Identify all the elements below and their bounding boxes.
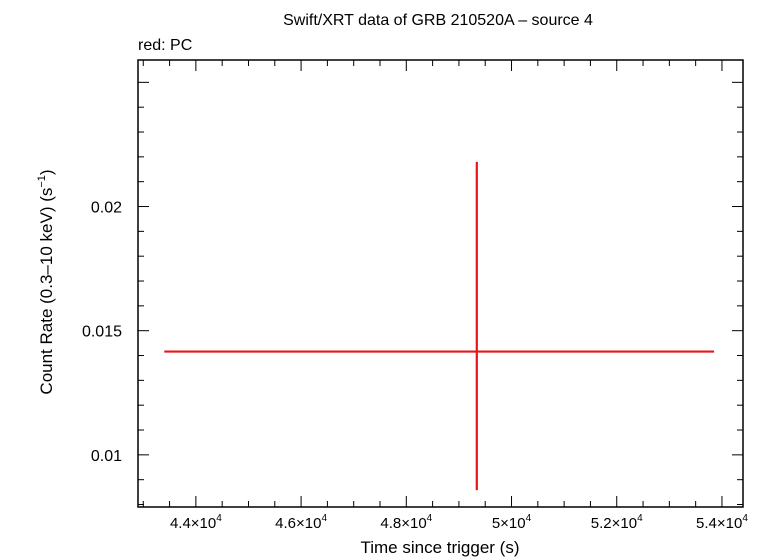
y-axis-label-exponent: −1	[36, 175, 48, 188]
x-tick-label: 4.8×104	[380, 513, 432, 532]
x-tick-label-exponent: 4	[742, 513, 748, 524]
y-axis-label-tail: )	[37, 169, 56, 175]
x-tick-label: 5×104	[492, 513, 532, 532]
y-tick-label: 0.015	[82, 324, 122, 341]
x-axis-tick-labels: 4.4×104 4.6×104 4.8×104 5×104 5.2×104 5.4×104	[170, 513, 748, 532]
x-tick-label: 4.6×104	[275, 513, 327, 532]
chart-title: Swift/XRT data of GRB 210520A – source 4	[283, 12, 593, 29]
x-tick-label-mantissa: 4.6×10	[275, 515, 321, 532]
x-tick-label: 5.2×104	[591, 513, 643, 532]
y-tick-label: 0.02	[91, 200, 122, 217]
x-tick-label-exponent: 4	[321, 513, 327, 524]
x-tick-label-exponent: 4	[526, 513, 532, 524]
y-axis-tick-labels: 0.01 0.015 0.02	[82, 200, 122, 465]
x-tick-label-mantissa: 5×10	[492, 515, 526, 532]
x-tick-label-exponent: 4	[637, 513, 643, 524]
x-tick-label-mantissa: 4.8×10	[380, 515, 426, 532]
y-axis-ticks	[138, 81, 743, 506]
x-tick-label-mantissa: 5.4×10	[696, 515, 742, 532]
x-tick-label: 4.4×104	[170, 513, 222, 532]
x-tick-label-exponent: 4	[216, 513, 222, 524]
data-layer	[164, 161, 715, 491]
x-tick-label-mantissa: 5.2×10	[591, 515, 637, 532]
x-tick-label: 5.4×104	[696, 513, 748, 532]
chart-subtitle: red: PC	[138, 37, 192, 54]
x-tick-label-mantissa: 4.4×10	[170, 515, 216, 532]
x-axis-ticks	[142, 60, 723, 507]
y-tick-label: 0.01	[91, 448, 122, 465]
y-axis-label-main: Count Rate (0.3–10 keV) (s	[37, 188, 56, 395]
x-tick-label-exponent: 4	[427, 513, 433, 524]
plot-frame	[137, 59, 744, 508]
x-axis-label: Time since trigger (s)	[360, 538, 519, 557]
y-axis-label: Count Rate (0.3–10 keV) (s−1)	[36, 169, 56, 394]
